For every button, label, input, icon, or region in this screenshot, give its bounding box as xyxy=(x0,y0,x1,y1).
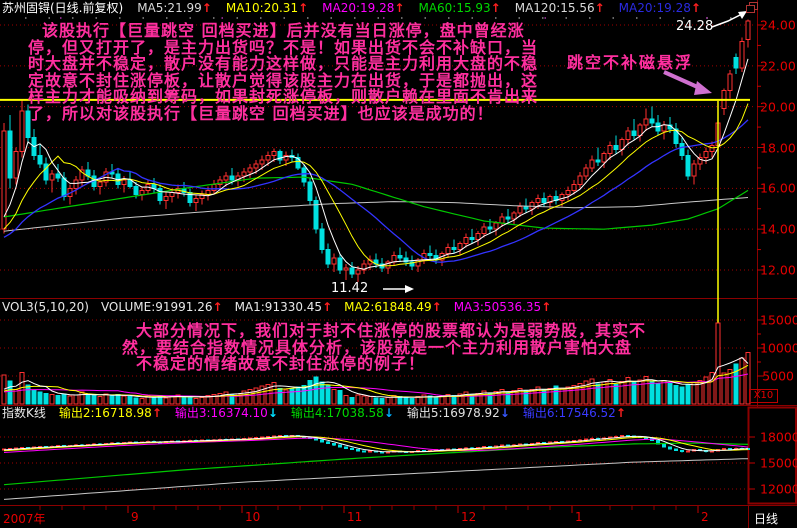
restore-icon[interactable] xyxy=(746,2,759,14)
up-arrow-icon: ↑ xyxy=(201,1,212,15)
month-label: 9 xyxy=(131,510,139,524)
down-arrow-icon: ↓ xyxy=(267,406,278,420)
axis-tick-label: 22.00 xyxy=(760,58,796,74)
volume-value: VOLUME:91991.26↑ xyxy=(100,300,223,314)
annotation-line: 样主力才能吸纳到筹码，如果封死涨停板，则散户赖在里面不肯出来 xyxy=(28,87,539,106)
volume-value: MA3:50536.35↑ xyxy=(453,300,552,314)
ma-value: MA20:19.28↑ xyxy=(322,1,405,15)
axis-tick-label: 24.00 xyxy=(760,17,796,33)
annotation-line: 该股执行【巨量跳空 回档买进】后并没有当日涨停，盘中曾经涨 xyxy=(42,21,525,40)
index-output-value: 输出3:16374.10↓ xyxy=(174,406,278,420)
up-arrow-icon: ↑ xyxy=(394,1,405,15)
down-arrow-icon: ↓ xyxy=(499,406,510,420)
axis-tick-label: 12.00 xyxy=(760,262,796,278)
index-output-value: 输出4:17038.58↓ xyxy=(290,406,394,420)
index-output-value: 输出5:16978.92↓ xyxy=(406,406,510,420)
axis-tick-label: 15000 xyxy=(760,455,797,471)
month-label: 1 xyxy=(575,510,583,524)
annotation-line: 时大盘并不稳定，散户没有能力这样做，只能是主力利用大盘的不稳 xyxy=(28,54,539,73)
index-output-value: 输出2:16718.98↑ xyxy=(58,406,162,420)
axis-tick-label: 16.00 xyxy=(760,180,796,196)
annotation-line: 不稳定的情绪故意不封住涨停的例子！ xyxy=(136,354,426,373)
volume-pane-header: VOL3(5,10,20) VOLUME:91991.26↑ MA1:91330.4… xyxy=(2,300,551,314)
index-output-value: 指数K线 xyxy=(2,406,46,420)
up-arrow-icon: ↑ xyxy=(298,1,309,15)
annotation-line: 定故意不封住涨停板，让散户觉得该股主力在出货，于是都抛出，这 xyxy=(28,70,539,90)
annotation-line: 停，但又打开了，是主力出货吗？不是！如果出货不会不补缺口，当 xyxy=(28,37,539,57)
up-arrow-icon: ↑ xyxy=(615,406,626,420)
axis-tick-label: 15000 xyxy=(760,312,797,328)
ma-value: MA10:20.31↑ xyxy=(225,1,309,15)
ma-value: MA5:21.99↑ xyxy=(137,1,212,15)
annotation-line: 了，所以对该股执行【巨量跳空 回档买进】也应该是成功的！ xyxy=(28,103,494,123)
month-label: 2 xyxy=(701,510,709,524)
ma-value: MA20:19.28↑ xyxy=(618,1,701,15)
volume-multiplier-badge: X10 xyxy=(749,389,778,403)
ma-value: MA120:15.56↑ xyxy=(514,1,605,15)
up-arrow-icon: ↑ xyxy=(151,406,162,420)
volume-value: VOL3(5,10,20) xyxy=(2,300,89,314)
low-price-label: 11.42 xyxy=(331,281,369,296)
axis-tick-label: 10000 xyxy=(760,340,797,356)
index-output-value: 输出6:17546.52↑ xyxy=(522,406,626,420)
callout-gap-label: 跳空不补磁悬浮 xyxy=(567,53,694,72)
index-pane-header: 指数K线 输出2:16718.98↑ 输出3:16374.10↓ 输出4:17038.… xyxy=(2,406,626,420)
period-label: 日线 xyxy=(754,512,779,526)
month-label: 11 xyxy=(347,510,363,524)
header-ma-values: MA5:21.99↑ MA10:20.31↑ MA20:19.28↑ MA60:15.… xyxy=(137,1,701,15)
axis-tick-label: 5000 xyxy=(762,368,794,384)
up-arrow-icon: ↑ xyxy=(490,1,501,15)
year-label: 2007年 xyxy=(3,512,46,526)
up-arrow-icon: ↑ xyxy=(594,1,605,15)
up-arrow-icon: ↑ xyxy=(541,300,552,314)
axis-tick-label: 18000 xyxy=(760,429,797,445)
up-arrow-icon: ↑ xyxy=(690,1,701,15)
annotation-volume: 大部分情况下，我们对于封不住涨停的股票都认为是弱势股，其实不 然，要结合指数情况具… xyxy=(122,322,646,372)
annotation-main: 该股执行【巨量跳空 回档买进】后并没有当日涨停，盘中曾经涨 停，但又打开了，是主力… xyxy=(28,21,539,123)
axis-tick-label: 20.00 xyxy=(760,99,796,115)
peak-price-label: 24.28 xyxy=(676,19,714,34)
up-arrow-icon: ↑ xyxy=(212,300,223,314)
annotation-line: 大部分情况下，我们对于封不住涨停的股票都认为是弱势股，其实不 xyxy=(136,321,647,340)
chart-header: 苏州固锝(日线.前复权) MA5:21.99↑ MA10:20.31↑ MA20:1… xyxy=(2,1,701,15)
up-arrow-icon: ↑ xyxy=(322,300,333,314)
axis-tick-label: 12000 xyxy=(760,481,797,497)
restore-icon-front-square xyxy=(746,5,755,13)
volume-value: MA2:61848.49↑ xyxy=(344,300,442,314)
up-arrow-icon: ↑ xyxy=(431,300,442,314)
annotation-line: 然，要结合指数情况具体分析，该股就是一个主力利用散户害怕大盘 xyxy=(122,337,633,357)
ma-value: MA60:15.93↑ xyxy=(418,1,501,15)
volume-ma-values: VOL3(5,10,20) VOLUME:91991.26↑ MA1:91330.4… xyxy=(2,300,551,314)
axis-tick-label: 18.00 xyxy=(760,140,796,155)
index-output-values: 指数K线 输出2:16718.98↑ 输出3:16374.10↓ 输出4:17038.… xyxy=(2,406,626,420)
month-label: 10 xyxy=(245,510,261,524)
axis-tick-label: 14.00 xyxy=(760,221,796,237)
month-label: 12 xyxy=(461,510,477,524)
down-arrow-icon: ↓ xyxy=(383,406,394,420)
volume-value: MA1:91330.45↑ xyxy=(234,300,333,314)
stock-title: 苏州固锝(日线.前复权) xyxy=(2,1,124,15)
